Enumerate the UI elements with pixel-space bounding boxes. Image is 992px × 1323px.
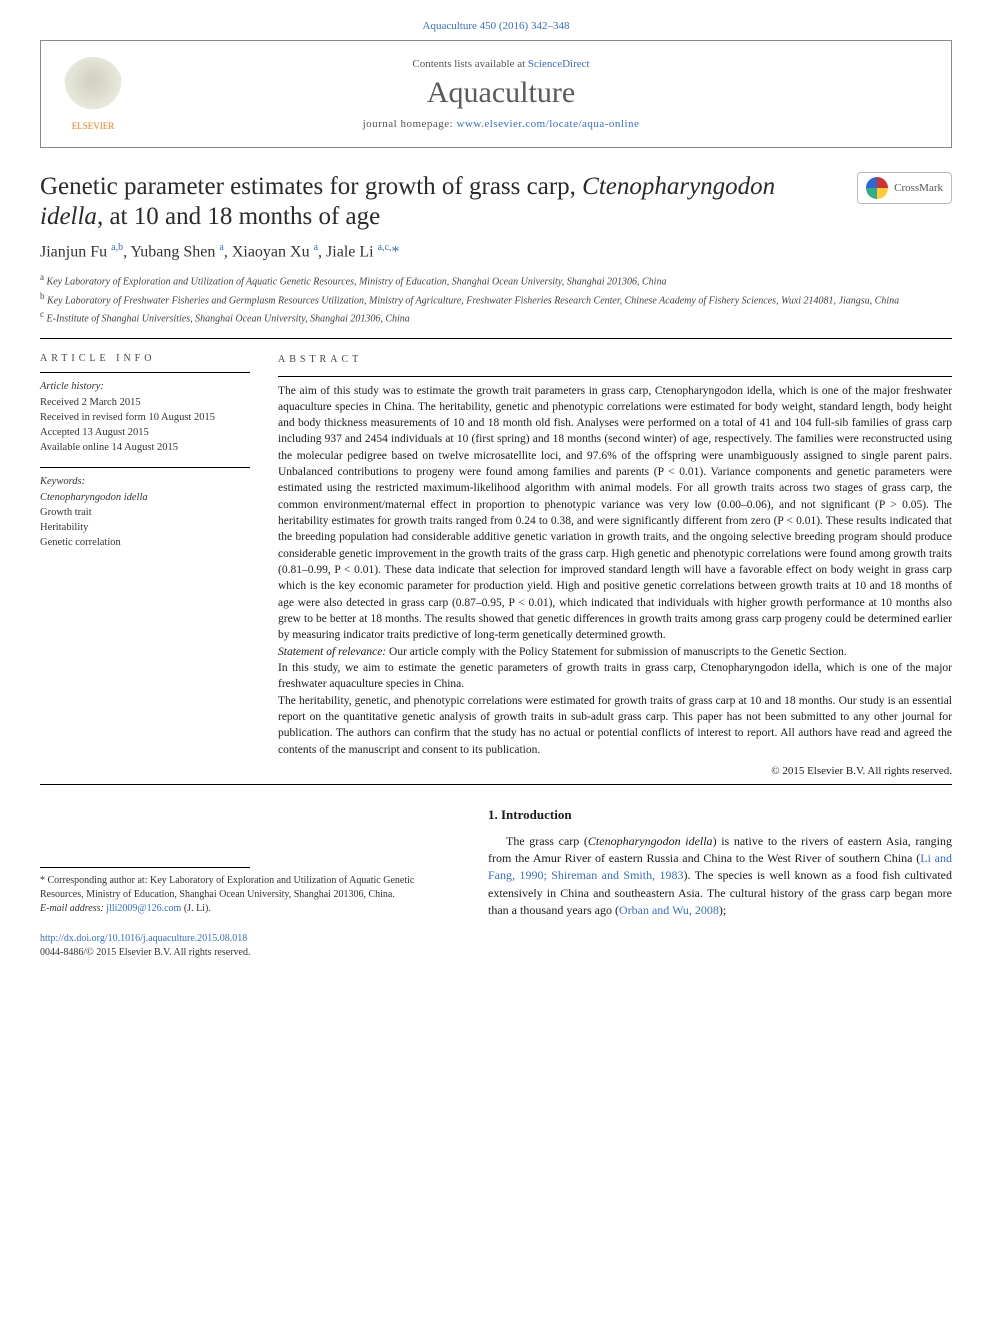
statement-of-relevance: Statement of relevance: Our article comp… [278,644,952,660]
info-rule-1 [40,372,250,373]
keyword: Ctenopharyngodon idella [40,490,250,505]
journal-name: Aquaculture [133,76,869,110]
affiliation-a: a Key Laboratory of Exploration and Util… [40,271,952,289]
history-item: Accepted 13 August 2015 [40,425,250,440]
homepage-link[interactable]: www.elsevier.com/locate/aqua-online [456,118,639,130]
footnote-column: * Corresponding author at: Key Laborator… [40,807,460,960]
homepage-line: journal homepage: www.elsevier.com/locat… [133,118,869,130]
elsevier-label: ELSEVIER [72,121,115,131]
affiliations: a Key Laboratory of Exploration and Util… [40,271,952,326]
crossmark-label: CrossMark [894,182,943,194]
article-info-heading: article info [40,353,250,364]
homepage-prefix: journal homepage: [363,118,457,130]
email-line: E-mail address: jlli2009@126.com (J. Li)… [40,902,460,916]
sciencedirect-link[interactable]: ScienceDirect [528,58,590,70]
journal-header-panel: ELSEVIER Contents lists available at Sci… [40,40,952,148]
doi-link[interactable]: http://dx.doi.org/10.1016/j.aquaculture.… [40,933,247,944]
crossmark-icon [866,177,888,199]
divider-top [40,338,952,339]
keyword: Genetic correlation [40,535,250,550]
lower-row: * Corresponding author at: Key Laborator… [40,807,952,960]
intro-ref-2[interactable]: Orban and Wu, 2008 [619,903,719,917]
email-person: (J. Li). [181,903,210,914]
intro-column: 1. Introduction The grass carp (Ctenopha… [488,807,952,960]
corresponding-author-note: * Corresponding author at: Key Laborator… [40,874,460,902]
top-citation: Aquaculture 450 (2016) 342–348 [40,20,952,32]
abstract-extra-1: In this study, we aim to estimate the ge… [278,660,952,693]
article-history-block: Article history: Received 2 March 2015 R… [40,379,250,455]
affiliation-b: b Key Laboratory of Freshwater Fisheries… [40,290,952,308]
abstract-copyright: © 2015 Elsevier B.V. All rights reserved… [278,764,952,780]
intro-post: ); [719,903,726,917]
info-abstract-row: article info Article history: Received 2… [40,343,952,779]
title-pre: Genetic parameter estimates for growth o… [40,173,582,200]
history-item: Received 2 March 2015 [40,395,250,410]
keywords-block: Keywords: Ctenopharyngodon idella Growth… [40,474,250,550]
abstract-heading: abstract [278,353,952,367]
abstract-rule [278,376,952,377]
intro-pre: The grass carp ( [506,834,588,848]
footnote-rule [40,867,250,868]
history-item: Received in revised form 10 August 2015 [40,410,250,425]
footnotes: * Corresponding author at: Key Laborator… [40,874,460,916]
article-title: Genetic parameter estimates for growth o… [40,172,857,232]
abstract-body: The aim of this study was to estimate th… [278,383,952,644]
doi-block: http://dx.doi.org/10.1016/j.aquaculture.… [40,932,460,960]
affiliation-c: c E-Institute of Shanghai Universities, … [40,308,952,326]
elsevier-logo: ELSEVIER [53,49,133,139]
abstract-extra-2: The heritability, genetic, and phenotypi… [278,693,952,758]
journal-cover-thumb: Aquaculture [869,49,939,139]
email-link[interactable]: jlli2009@126.com [106,903,181,914]
contents-line: Contents lists available at ScienceDirec… [133,58,869,70]
divider-bottom [40,784,952,785]
crossmark-badge[interactable]: CrossMark [857,172,952,204]
title-post: , at 10 and 18 months of age [97,203,380,230]
email-label: E-mail address: [40,903,106,914]
issn-copyright: 0044-8486/© 2015 Elsevier B.V. All right… [40,946,460,960]
info-rule-2 [40,467,250,468]
intro-species: Ctenopharyngodon idella [588,834,713,848]
history-label: Article history: [40,379,250,394]
statement-text: Our article comply with the Policy State… [386,646,847,658]
intro-heading: 1. Introduction [488,807,952,823]
keywords-label: Keywords: [40,474,250,489]
abstract-column: abstract The aim of this study was to es… [278,353,952,779]
corr-text: Corresponding author at: Key Laboratory … [40,875,414,900]
article-info-column: article info Article history: Received 2… [40,353,250,779]
keyword: Growth trait [40,505,250,520]
title-row: Genetic parameter estimates for growth o… [40,172,952,232]
elsevier-tree-icon [63,57,123,117]
keyword: Heritability [40,520,250,535]
header-center: Contents lists available at ScienceDirec… [133,58,869,130]
authors: Jianjun Fu a,b, Yubang Shen a, Xiaoyan X… [40,242,952,261]
intro-paragraph: The grass carp (Ctenopharyngodon idella)… [488,833,952,920]
statement-label: Statement of relevance: [278,646,386,658]
history-item: Available online 14 August 2015 [40,440,250,455]
contents-prefix: Contents lists available at [412,58,527,70]
